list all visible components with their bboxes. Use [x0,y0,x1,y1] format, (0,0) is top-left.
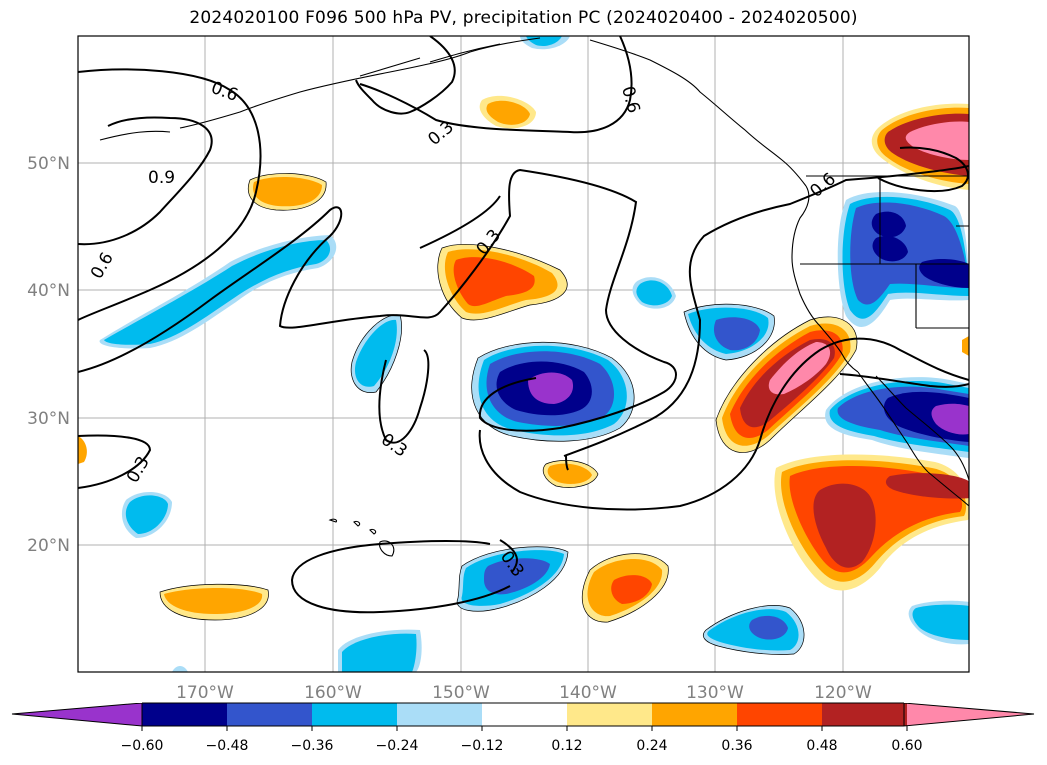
coastlines [99,37,969,557]
negative-precip-anomalies [99,36,969,672]
colorbar-segment [652,703,738,726]
lat-tick: 20°N [27,536,70,556]
precip-zero-outlines [159,173,858,655]
lon-tick: 120°W [814,683,872,703]
colorbar-segment [312,703,398,726]
colorbar-segment [737,703,823,726]
lat-tick: 40°N [27,281,70,301]
colorbar-tick-label: 0.60 [891,738,922,754]
colorbar-segment [567,703,653,726]
colorbar-segment [482,703,568,726]
colorbar-segments [12,703,1034,726]
map-title: 2024020100 F096 500 hPa PV, precipitatio… [189,8,858,28]
colorbar-tick-label: −0.48 [206,738,249,754]
plot-frame [77,35,970,673]
colorbar-tick-label: −0.24 [376,738,419,754]
colorbar-tick-label: −0.12 [461,738,504,754]
colorbar-segment [397,703,483,726]
colorbar-ticks: −0.60 −0.48 −0.36 −0.24 −0.12 0.12 0.24 0.36 0.4… [121,726,923,754]
colorbar-segment [227,703,313,726]
lon-tick: 160°W [304,683,362,703]
colorbar-tick-label: −0.60 [121,738,164,754]
map-plot-area: 0.6 0.9 0.6 0.3 0.3 0.6 0.6 0.3 0.3 0.3 [78,36,969,672]
colorbar-tick-label: 0.12 [551,738,582,754]
colorbar-outline [11,702,1035,727]
colorbar-extend-high [907,703,1034,726]
colorbar-extend-low [12,703,142,726]
lat-tick: 30°N [27,409,70,429]
contour-label: 0.9 [148,168,175,188]
pv-contours [78,36,969,614]
lon-tick: 130°W [686,683,744,703]
colorbar-tick-label: 0.36 [721,738,752,754]
positive-precip-anomalies [78,95,969,623]
lon-tick: 140°W [559,683,617,703]
lat-tick-labels: 50°N 40°N 30°N 20°N [27,154,70,556]
lon-tick: 170°W [176,683,234,703]
colorbar-tick-label: −0.36 [291,738,334,754]
lon-tick-labels: 170°W 160°W 150°W 140°W 130°W 120°W [176,683,872,703]
colorbar-tick-label: 0.48 [806,738,837,754]
colorbar: −0.60 −0.48 −0.36 −0.24 −0.12 0.12 0.24 0.36 0.4… [11,702,1035,754]
lat-tick: 50°N [27,154,70,174]
colorbar-segment [822,703,908,726]
colorbar-segment [142,703,228,726]
lon-tick: 150°W [432,683,490,703]
colorbar-tick-label: 0.24 [636,738,667,754]
